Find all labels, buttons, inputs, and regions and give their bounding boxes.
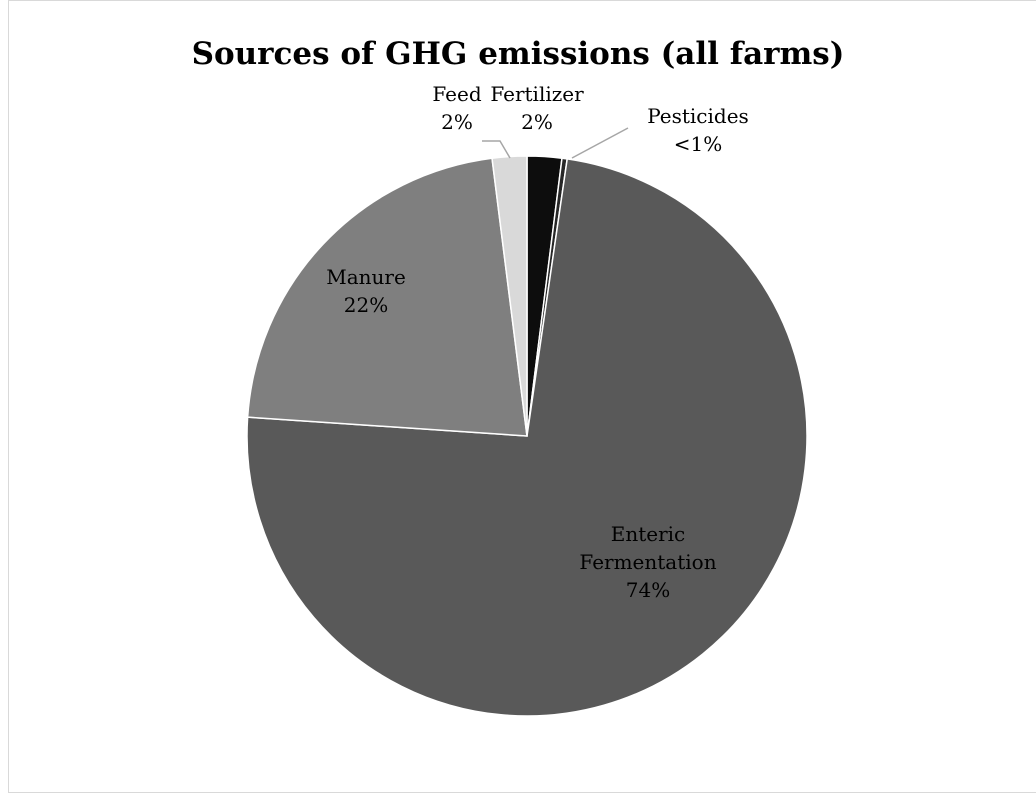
pie-slice-manure	[246, 157, 528, 437]
slice-label-manure-value: 22%	[344, 293, 388, 317]
slice-label-fertilizer-name: Fertilizer	[490, 82, 584, 106]
pie-slice-enteric-fermentation	[246, 158, 808, 717]
slice-label-enteric-fermentation-name: Fermentation	[579, 550, 716, 574]
slice-label-enteric-fermentation-value: 74%	[626, 578, 670, 602]
slice-label-feed-value: 2%	[441, 110, 473, 134]
leader-line-feed	[482, 140, 511, 159]
slice-label-enteric-fermentation-name: Enteric	[611, 522, 686, 546]
slice-label-pesticides-name: Pesticides	[647, 104, 749, 128]
slice-label-feed-name: Feed	[432, 82, 481, 106]
slice-label-pesticides-value: <1%	[674, 132, 723, 156]
leader-line-pesticides	[571, 127, 629, 159]
slice-label-manure-name: Manure	[326, 265, 406, 289]
slice-label-fertilizer-value: 2%	[521, 110, 553, 134]
chart-title: Sources of GHG emissions (all farms)	[191, 36, 845, 72]
